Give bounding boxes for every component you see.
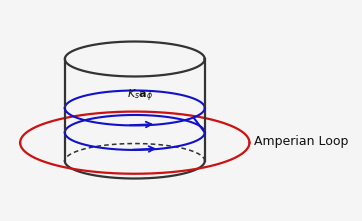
- Text: $K_s\mathbf{a}_\phi$: $K_s\mathbf{a}_\phi$: [127, 88, 153, 104]
- Text: Amperian Loop: Amperian Loop: [254, 135, 349, 148]
